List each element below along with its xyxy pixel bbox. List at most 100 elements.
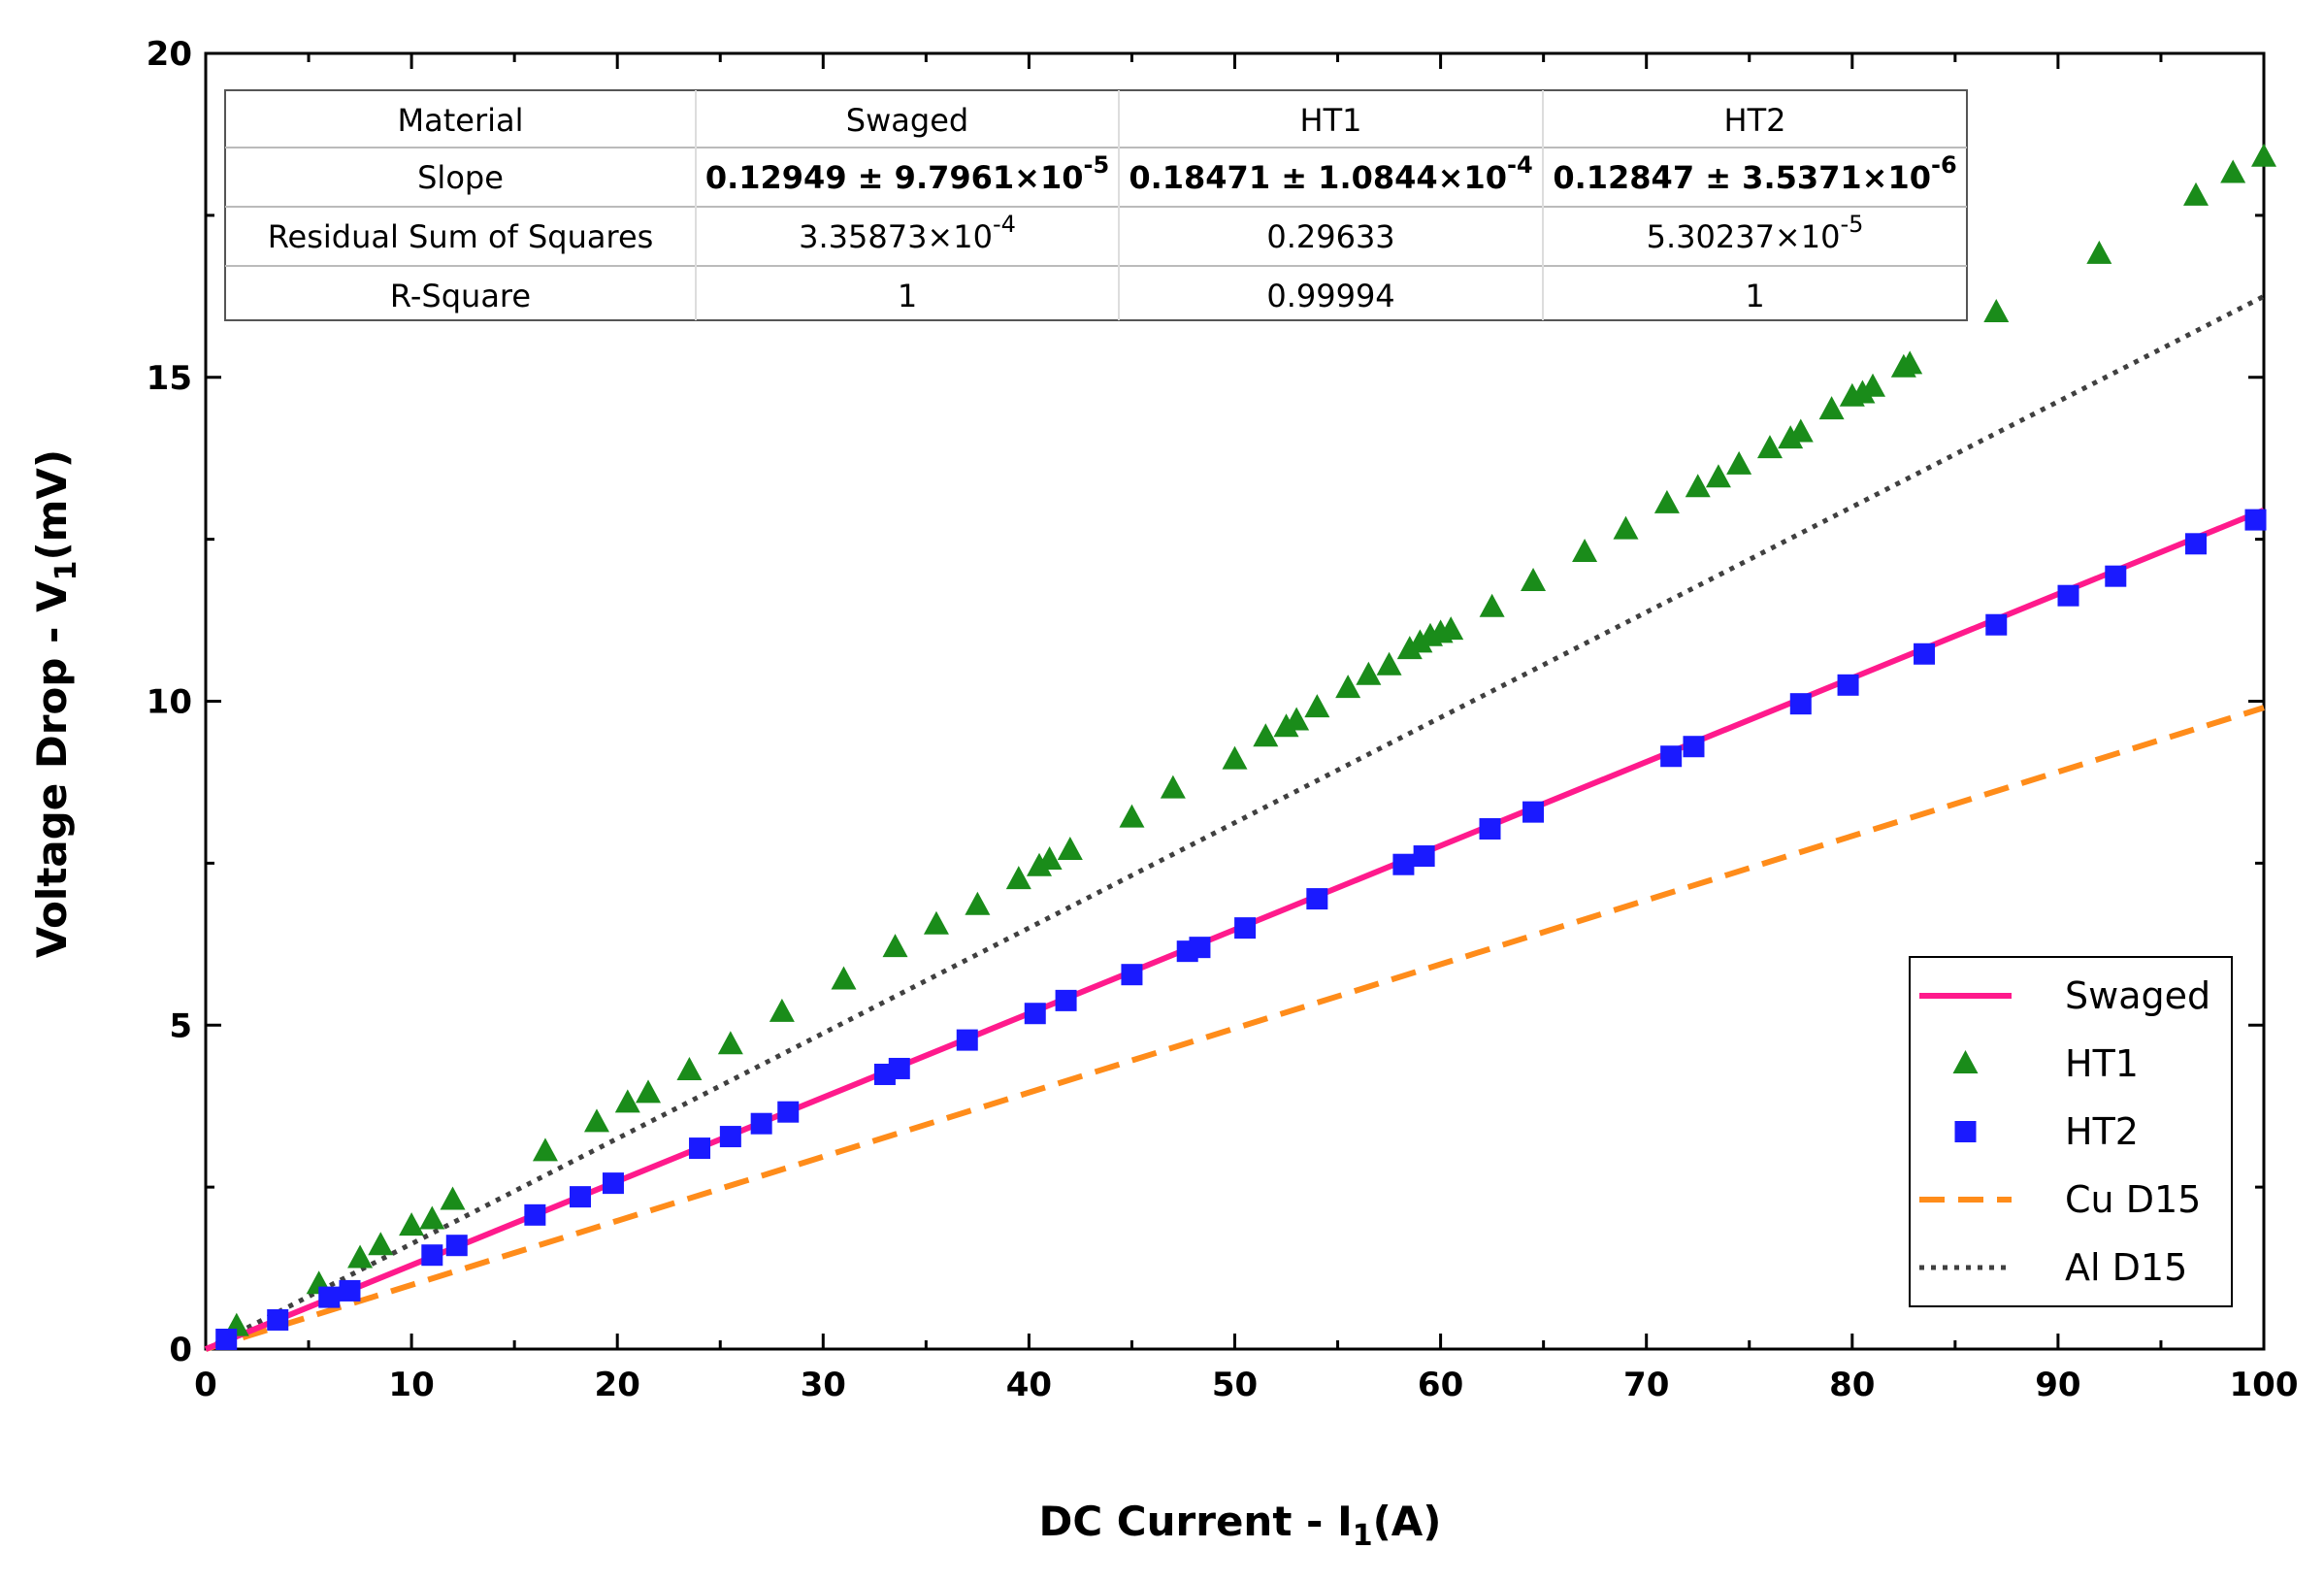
data-point-ht2 bbox=[1789, 693, 1812, 715]
table-value-cell: 3.35873×10-4 bbox=[799, 211, 1016, 255]
data-point-ht1 bbox=[882, 934, 908, 958]
data-point-ht1 bbox=[347, 1244, 374, 1269]
data-point-ht1 bbox=[1860, 373, 1886, 397]
x-axis-title-suffix: (A) bbox=[1373, 1498, 1442, 1545]
y-tick-label: 10 bbox=[147, 683, 192, 722]
data-point-ht1 bbox=[1160, 775, 1186, 799]
data-point-ht1 bbox=[1057, 837, 1083, 861]
stats-table: Material Swaged HT1 HT2 Slope 0.12949 ± 9.796… bbox=[224, 89, 1968, 321]
table-row-label: Residual Sum of Squares bbox=[268, 218, 654, 255]
series-ht1 bbox=[223, 143, 2276, 1336]
data-point-ht1 bbox=[1396, 636, 1423, 660]
y-axis-title: Voltage Drop - V1(mV) bbox=[28, 449, 83, 958]
data-point-ht1 bbox=[532, 1137, 558, 1162]
x-axis-title-main: DC Current - I bbox=[1038, 1498, 1352, 1545]
legend-label-swaged: Swaged bbox=[2065, 974, 2210, 1017]
data-point-ht1 bbox=[399, 1212, 425, 1236]
table-header-cell: Material bbox=[398, 102, 524, 139]
data-point-ht1 bbox=[1036, 846, 1063, 871]
data-point-ht2 bbox=[1024, 1003, 1046, 1025]
table-header-cell: HT1 bbox=[1300, 102, 1362, 139]
data-point-ht2 bbox=[750, 1112, 772, 1135]
table-header-cell: HT2 bbox=[1724, 102, 1786, 139]
legend-label-ht1: HT1 bbox=[2065, 1042, 2139, 1085]
legend-label-ht2: HT2 bbox=[2065, 1110, 2139, 1153]
table-value-mantissa: 1 bbox=[898, 278, 917, 314]
legend-label-cu-d15: Cu D15 bbox=[2065, 1178, 2201, 1221]
x-tick-label: 90 bbox=[2035, 1366, 2080, 1404]
data-point-ht2 bbox=[1479, 817, 1501, 840]
data-point-ht1 bbox=[676, 1056, 703, 1080]
table-value-cell: 0.12847 ± 3.5371×10-6 bbox=[1553, 151, 1956, 196]
data-point-ht1 bbox=[1726, 450, 1752, 475]
table-value-exponent: -4 bbox=[1507, 151, 1533, 179]
y-axis-title-subscript: 1 bbox=[49, 561, 83, 581]
data-point-ht1 bbox=[2220, 159, 2246, 183]
data-point-ht1 bbox=[1119, 804, 1145, 828]
data-point-ht2 bbox=[1683, 736, 1705, 758]
y-axis-title-main: Voltage Drop - V bbox=[28, 580, 76, 958]
data-point-ht2 bbox=[1522, 801, 1545, 823]
data-point-ht2 bbox=[570, 1186, 592, 1208]
y-axis-title-suffix: (mV) bbox=[28, 449, 76, 561]
legend: Swaged HT1 HT2 Cu D15 Al D15 bbox=[1909, 956, 2233, 1307]
data-point-ht2 bbox=[2105, 565, 2127, 587]
y-tick-label: 20 bbox=[147, 35, 192, 74]
data-point-ht1 bbox=[1705, 464, 1731, 488]
series-line-cu-d15 bbox=[205, 705, 2265, 1352]
data-point-ht1 bbox=[1849, 379, 1876, 404]
data-point-ht2 bbox=[2244, 509, 2267, 531]
table-value-cell: 5.30237×10-5 bbox=[1647, 211, 1864, 255]
data-point-ht1 bbox=[1407, 629, 1433, 653]
data-point-ht1 bbox=[1685, 474, 1711, 498]
data-point-ht1 bbox=[1356, 661, 1382, 685]
data-point-ht2 bbox=[777, 1101, 800, 1123]
data-point-ht1 bbox=[2183, 181, 2209, 206]
data-point-ht1 bbox=[717, 1031, 743, 1055]
legend-swatch-ht1 bbox=[1952, 1050, 1979, 1073]
table-value-cell: 1 bbox=[898, 278, 917, 314]
data-point-ht2 bbox=[888, 1057, 910, 1079]
x-tick-label: 50 bbox=[1212, 1366, 1258, 1404]
table-value-mantissa: 0.12847 ± 3.5371×10 bbox=[1553, 159, 1931, 196]
data-point-ht2 bbox=[1837, 674, 1859, 696]
table-value-mantissa: 0.12949 ± 9.7961×10 bbox=[705, 159, 1084, 196]
table-value-exponent: -6 bbox=[1931, 151, 1957, 179]
data-point-ht2 bbox=[1189, 937, 1211, 959]
data-point-ht1 bbox=[614, 1089, 640, 1113]
data-point-ht1 bbox=[419, 1205, 445, 1230]
x-tick-label: 80 bbox=[1829, 1366, 1875, 1404]
data-point-ht2 bbox=[1055, 989, 1077, 1011]
data-point-ht1 bbox=[1253, 723, 1279, 747]
data-point-ht1 bbox=[1222, 745, 1248, 770]
data-point-ht1 bbox=[1273, 713, 1299, 738]
axes-layer: 0 10 20 30 40 50 60 70 80 90 100 0 5 10 15 20 bbox=[147, 35, 2299, 1404]
data-point-ht1 bbox=[583, 1108, 609, 1133]
data-point-ht2 bbox=[1985, 613, 2008, 636]
data-point-ht1 bbox=[1756, 435, 1783, 459]
table-value-cell: 0.18471 ± 1.0844×10-4 bbox=[1129, 151, 1532, 196]
data-point-ht2 bbox=[2185, 533, 2208, 555]
data-point-ht2 bbox=[318, 1286, 341, 1308]
series-line-al-d15 bbox=[204, 294, 2266, 1352]
y-tick-label: 15 bbox=[147, 359, 192, 398]
data-point-ht2 bbox=[2057, 584, 2079, 607]
table-value-mantissa: 5.30237×10 bbox=[1647, 218, 1841, 255]
data-point-ht2 bbox=[719, 1126, 741, 1148]
data-point-ht1 bbox=[1653, 489, 1680, 513]
data-point-ht1 bbox=[2086, 240, 2112, 264]
y-tick-label: 5 bbox=[169, 1006, 192, 1045]
table-value-mantissa: 3.35873×10 bbox=[799, 218, 993, 255]
data-point-ht1 bbox=[368, 1232, 394, 1256]
data-point-ht2 bbox=[445, 1235, 468, 1257]
data-point-ht2 bbox=[1234, 917, 1257, 939]
data-point-ht1 bbox=[1284, 707, 1310, 731]
data-point-ht2 bbox=[1121, 964, 1143, 986]
series-ht2 bbox=[215, 509, 2267, 1350]
data-point-ht1 bbox=[965, 891, 991, 915]
table-header-cell: Swaged bbox=[846, 102, 968, 139]
data-point-ht1 bbox=[1304, 694, 1330, 718]
table-value-exponent: -5 bbox=[1084, 151, 1110, 179]
data-point-ht1 bbox=[1613, 515, 1639, 540]
